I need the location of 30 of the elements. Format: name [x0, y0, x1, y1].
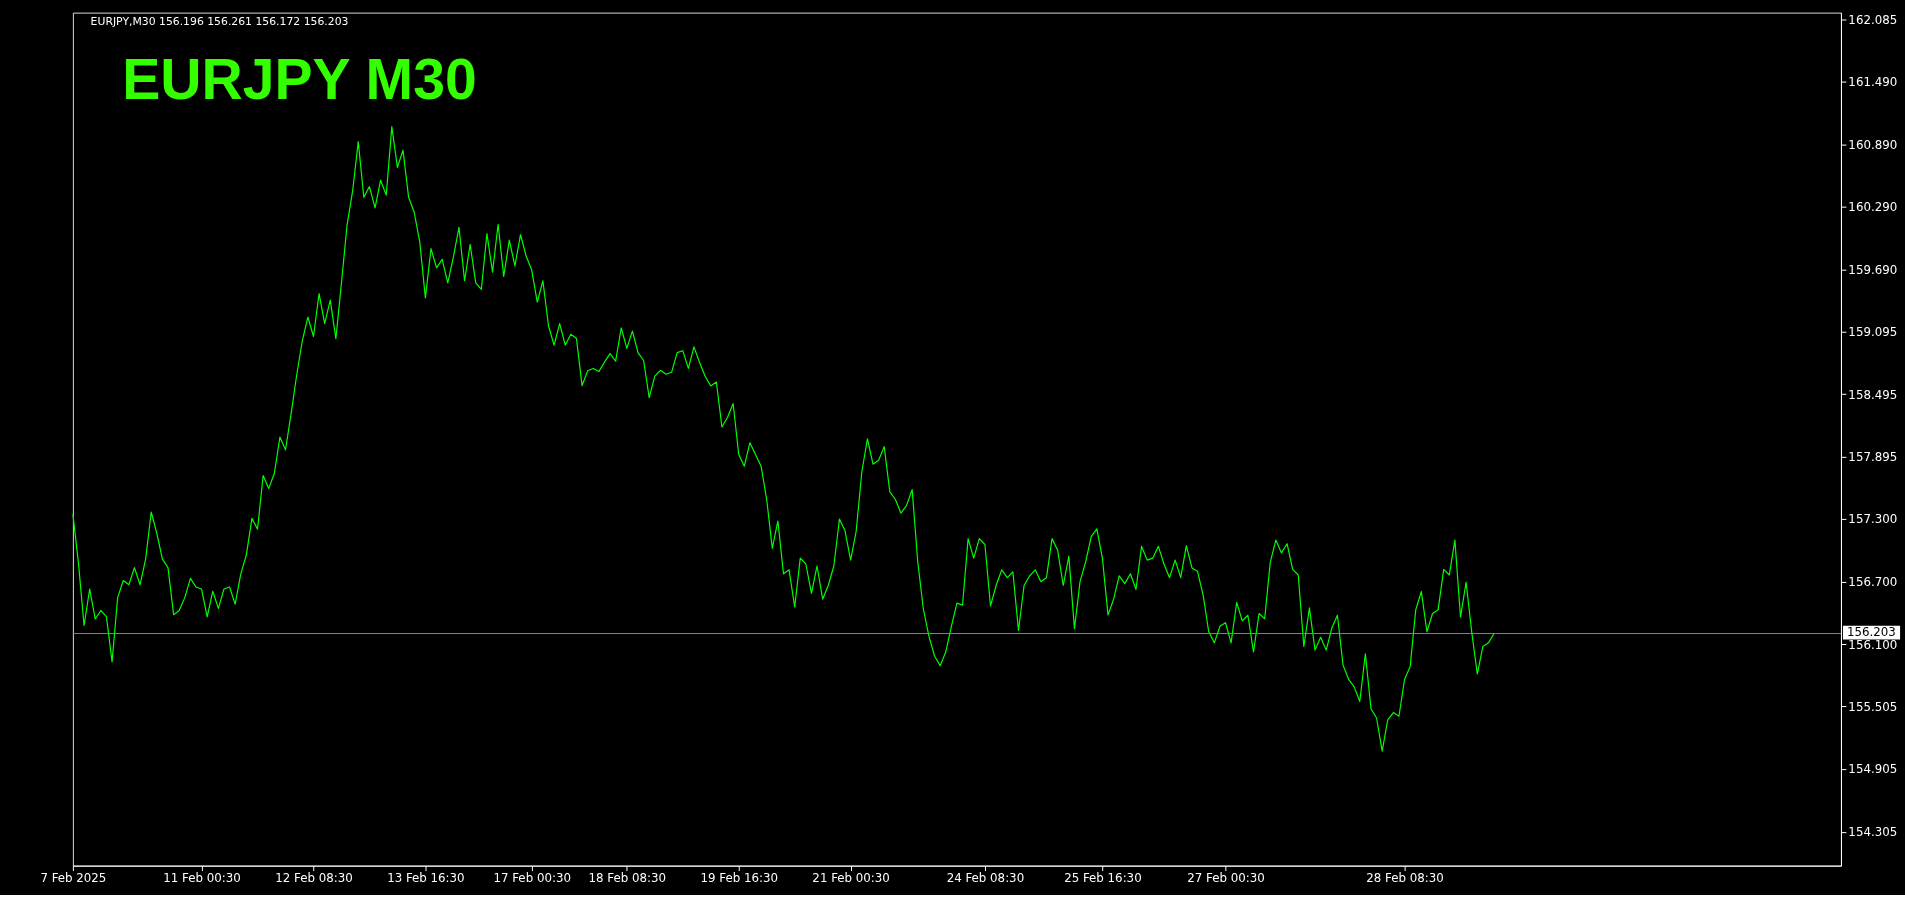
- x-tick-label: 11 Feb 00:30: [163, 870, 241, 885]
- x-tick-label: 27 Feb 00:30: [1187, 870, 1265, 885]
- y-tick-label: 154.905: [1848, 762, 1898, 777]
- y-tick-label: 156.100: [1848, 637, 1898, 652]
- x-tick-label: 18 Feb 08:30: [588, 870, 667, 885]
- line-series: [72, 126, 1495, 752]
- y-tick-label: 159.095: [1848, 325, 1898, 340]
- y-tick-label: 154.305: [1848, 825, 1898, 840]
- y-tick-label: 159.690: [1848, 262, 1898, 277]
- y-tick-label: 157.895: [1848, 450, 1898, 465]
- y-tick-label: 156.700: [1848, 575, 1898, 590]
- x-tick-label: 12 Feb 08:30: [275, 870, 353, 885]
- x-tick-label: 13 Feb 16:30: [387, 870, 465, 885]
- x-tick-label: 28 Feb 08:30: [1366, 870, 1444, 885]
- y-tick-label: 155.505: [1848, 699, 1898, 714]
- x-tick-label: 17 Feb 00:30: [493, 870, 571, 885]
- text: EURJPY M30: [122, 47, 477, 112]
- y-tick-label: 160.290: [1848, 200, 1898, 215]
- x-tick-label: 25 Feb 16:30: [1064, 870, 1142, 885]
- x-tick-label: 19 Feb 16:30: [700, 870, 778, 885]
- y-tick-label: 162.085: [1848, 12, 1898, 27]
- x-tick-label: 7 Feb 2025: [40, 870, 107, 885]
- annotation: EURJPY,M30 156.196 156.261 156.172 156.203: [90, 15, 349, 29]
- y-tick-label: 160.890: [1848, 137, 1898, 152]
- x-tick-label: 24 Feb 08:30: [946, 870, 1025, 885]
- ref-line-label: 156.203: [1846, 625, 1896, 640]
- y-tick-label: 161.490: [1848, 74, 1898, 89]
- y-tick-label: 157.300: [1848, 512, 1898, 527]
- y-tick-label: 158.495: [1848, 387, 1898, 402]
- x-tick-label: 21 Feb 00:30: [812, 870, 890, 885]
